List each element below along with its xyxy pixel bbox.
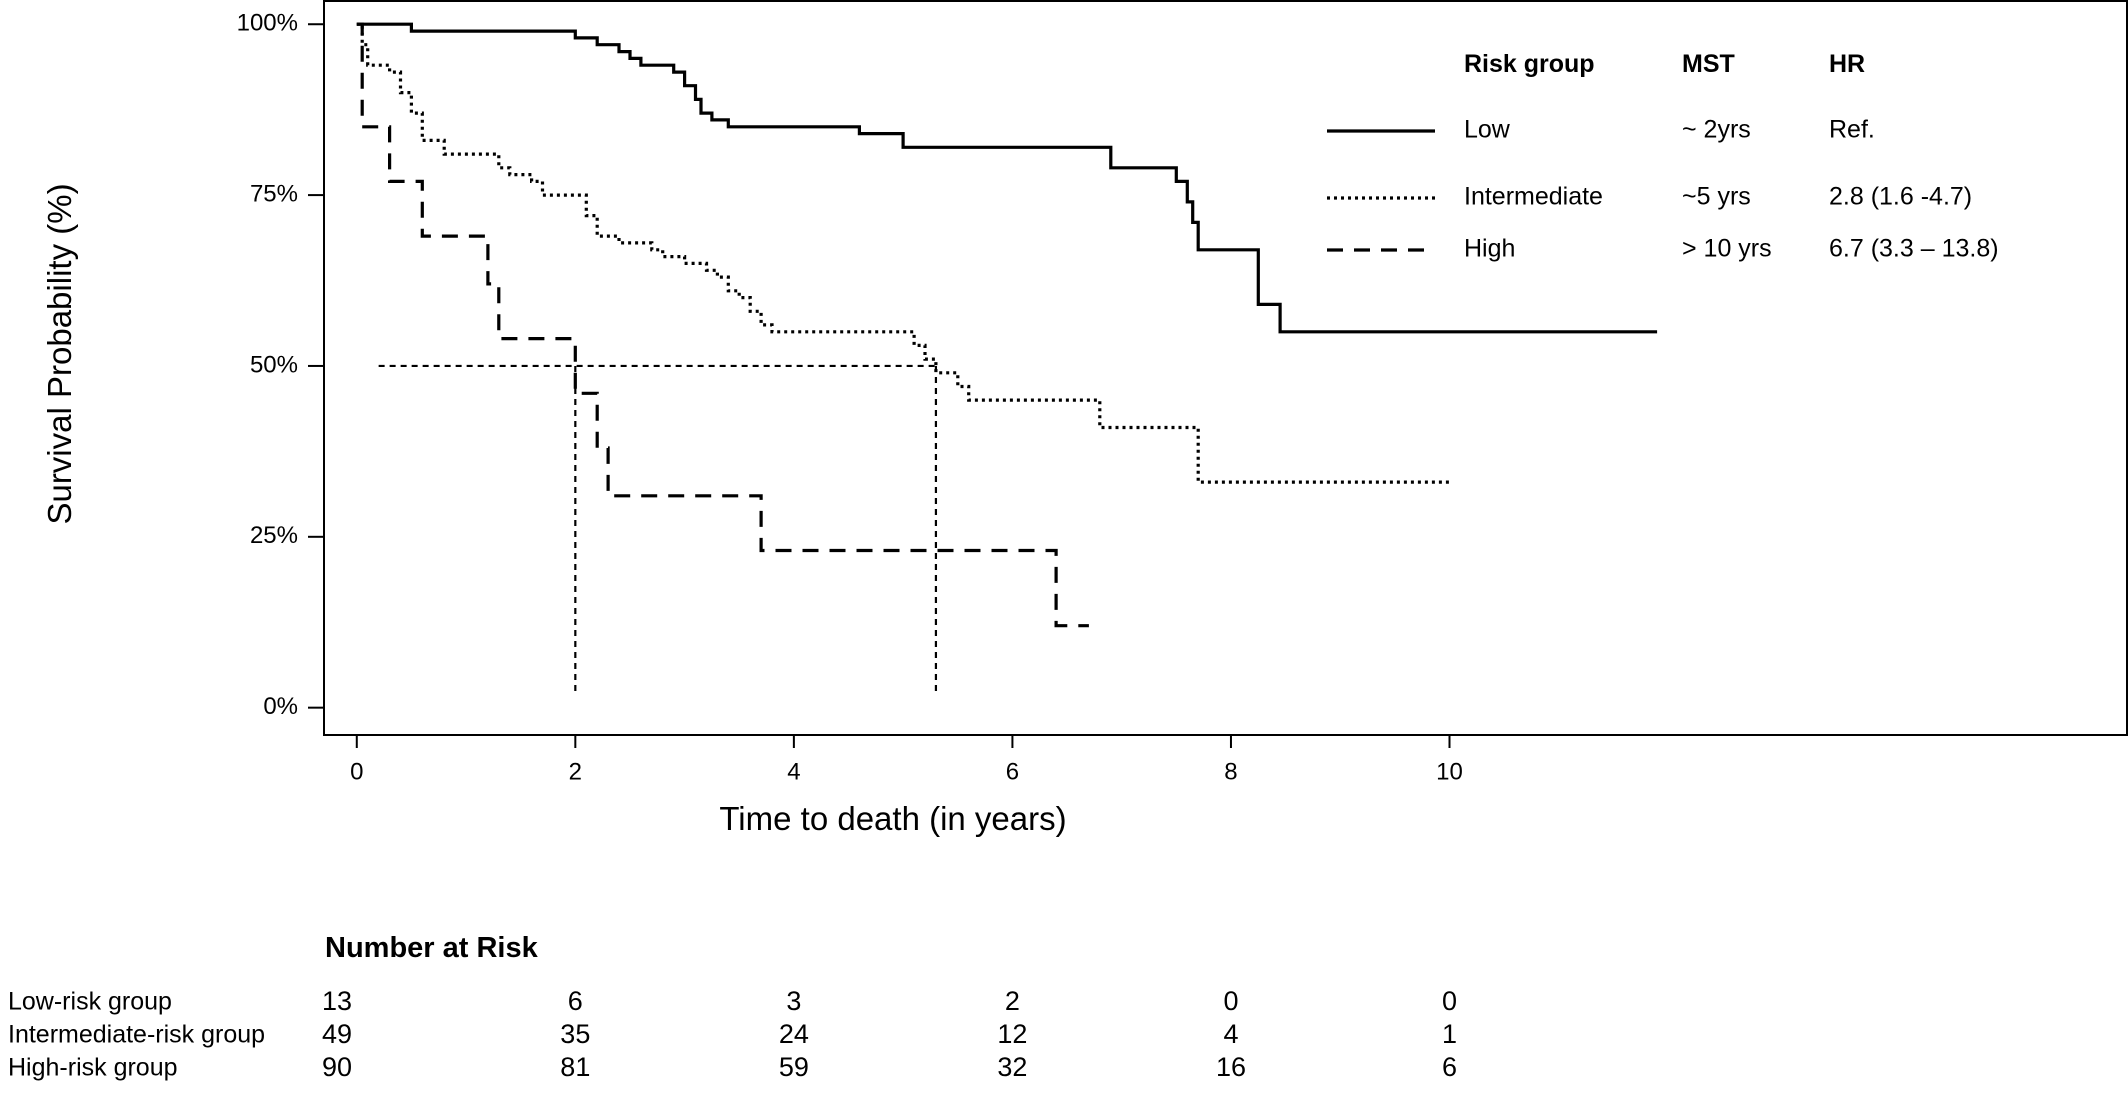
legend-mst-intermediate: ~5 yrs: [1682, 183, 1751, 211]
legend-group-intermediate: Intermediate: [1464, 183, 1603, 211]
risk-count: 24: [779, 1019, 809, 1049]
risk-count: 35: [560, 1019, 590, 1049]
number-at-risk-table: Number at Risk Low-risk group 13 6 3 2 0 0Inte…: [8, 932, 1457, 1082]
risk-count: 59: [779, 1052, 809, 1082]
x-tick-label: 10: [1436, 758, 1463, 785]
legend-header-group: Risk group: [1464, 50, 1595, 78]
risk-group-label: High-risk group: [8, 1054, 178, 1082]
legend: Risk group MST HR Low ~ 2yrs Ref. Interm…: [1327, 50, 1999, 263]
survival-curves: [356, 22, 1658, 628]
risk-count: 1: [1442, 1019, 1457, 1049]
risk-count: 0: [1442, 986, 1457, 1016]
y-tick-label: 75%: [250, 180, 298, 207]
plot-frame: [323, 0, 2128, 736]
risk-count: 32: [997, 1052, 1027, 1082]
x-tick-label: 0: [350, 758, 363, 785]
legend-header-mst: MST: [1682, 50, 1735, 78]
legend-mst-low: ~ 2yrs: [1682, 116, 1751, 144]
risk-count: 81: [560, 1052, 590, 1082]
median-reference-lines: [378, 364, 938, 694]
x-tick-label: 6: [1006, 758, 1019, 785]
survival-curve-high: [356, 22, 1089, 628]
risk-group-label: Intermediate-risk group: [8, 1021, 265, 1049]
y-axis-title: Survival Probability (%): [41, 183, 78, 524]
x-tick-label: 8: [1224, 758, 1237, 785]
x-axis: 0 2 4 6 8 10: [350, 735, 1463, 785]
y-tick-label: 0%: [263, 693, 298, 720]
legend-hr-high: 6.7 (3.3 – 13.8): [1829, 235, 1999, 263]
legend-group-high: High: [1464, 235, 1515, 263]
risk-count: 6: [568, 986, 583, 1016]
legend-mst-high: > 10 yrs: [1682, 235, 1772, 263]
risk-count: 4: [1223, 1019, 1238, 1049]
risk-count: 49: [322, 1019, 352, 1049]
x-tick-label: 4: [787, 758, 800, 785]
y-axis: 0% 25% 50% 75% 100%: [237, 10, 324, 720]
y-tick-label: 50%: [250, 351, 298, 378]
legend-hr-low: Ref.: [1829, 116, 1875, 144]
risk-count: 3: [786, 986, 801, 1016]
risk-count: 16: [1216, 1052, 1246, 1082]
risk-count: 0: [1223, 986, 1238, 1016]
risk-count: 12: [997, 1019, 1027, 1049]
x-tick-label: 2: [569, 758, 582, 785]
legend-group-low: Low: [1464, 116, 1511, 144]
number-at-risk-title: Number at Risk: [325, 932, 539, 964]
legend-header-hr: HR: [1829, 50, 1865, 78]
survival-curve-low: [356, 22, 1658, 334]
risk-group-label: Low-risk group: [8, 988, 172, 1016]
survival-curve-intermediate: [356, 22, 1450, 484]
risk-count: 6: [1442, 1052, 1457, 1082]
risk-count: 13: [322, 986, 352, 1016]
x-axis-title: Time to death (in years): [719, 800, 1066, 837]
y-tick-label: 100%: [237, 10, 298, 37]
legend-hr-intermediate: 2.8 (1.6 -4.7): [1829, 183, 1972, 211]
risk-count: 2: [1005, 986, 1020, 1016]
y-tick-label: 25%: [250, 522, 298, 549]
risk-count: 90: [322, 1052, 352, 1082]
